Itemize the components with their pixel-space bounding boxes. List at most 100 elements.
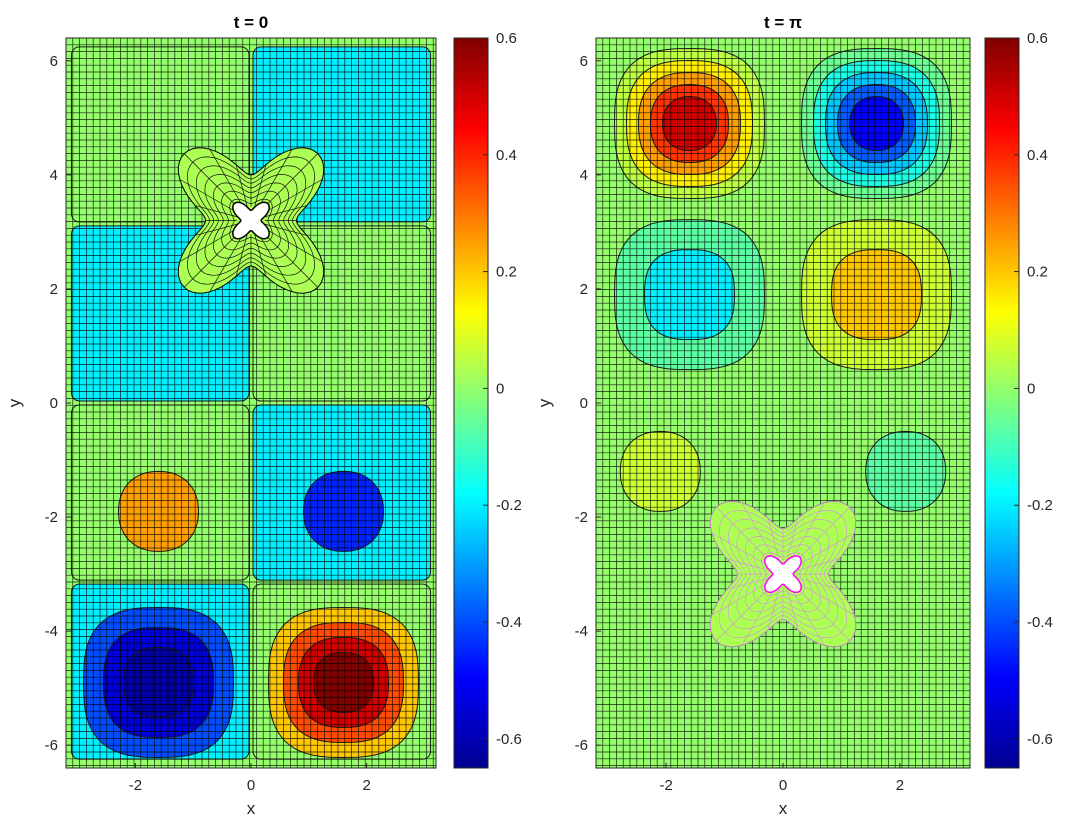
colorbar-tick-label: 0 [496,380,504,397]
x-tick-label: 2 [896,777,904,794]
contour-level [865,430,947,512]
particle-mesh-spoke [711,532,772,568]
particle-mesh-spoke [796,577,839,590]
particle-mesh-spoke [195,223,238,236]
contour-level [830,249,923,341]
contour-level [619,430,701,512]
particle-mesh-spoke [715,507,774,565]
particle [709,500,857,648]
y-tick-label: -2 [575,509,588,526]
colorbar-tick-label: -0.4 [496,614,522,631]
particle-mesh-spoke [235,164,248,208]
colorbar-gradient [453,37,489,769]
particle [177,147,325,294]
colorbar-tick-label: 0.4 [1027,147,1048,164]
particle-mesh-spoke [792,583,851,642]
particle-mesh-spoke [260,153,319,211]
colorbar-tick-label: 0.6 [496,30,517,47]
y-tick-label: 2 [50,281,58,298]
mesh-grid [66,38,436,768]
particle-mesh-spoke [792,507,851,565]
y-axis-label: y [5,398,24,407]
x-axis-label: x [247,799,256,818]
x-tick-label: 0 [779,777,787,794]
particle-mesh-spoke [179,227,240,262]
mesh-grid [596,38,970,768]
particle-mesh-spoke [209,232,245,292]
plot-area [66,38,436,768]
panel-title: t = π [764,13,802,32]
colorbar-tick-label: 0.6 [1027,30,1048,47]
x-tick-label: -2 [659,777,672,794]
contour-level [661,95,718,152]
colorbar: -0.6 -0.4 -0.2 0 0.2 0.4 0.6 [984,30,1053,769]
colorbar-tick-label: -0.4 [1027,614,1053,631]
particle-mesh-spoke [235,233,248,277]
y-axis-label: y [535,398,554,407]
particle-mesh-spoke [796,558,839,571]
particle-obstacle [764,555,802,594]
x-axis-label: x [779,799,788,818]
particle-mesh-spoke [786,587,799,630]
mesh-lines [66,38,436,768]
y-tick-label: -2 [45,509,58,526]
particle-mesh-spoke [183,153,242,211]
y-tick-label: 0 [580,395,588,412]
particle-mesh-spoke [264,223,307,236]
particle-mesh-spoke [789,502,825,563]
x-tick-label: 2 [362,777,370,794]
mesh-lines [596,38,970,768]
particle-mesh-spoke [179,179,240,214]
x-tick-label: -2 [129,777,142,794]
particle-mesh-spoke [789,586,825,646]
particle-mesh-spoke [257,149,293,209]
particle-mesh-spoke [260,230,319,288]
colorbar: -0.6 -0.4 -0.2 0 0.2 0.4 0.6 [453,30,522,769]
colorbar-tick-label: 0.2 [1027,264,1048,281]
particle-mesh-spoke [767,518,780,561]
colorbar-tick-label: -0.6 [496,731,522,748]
colorbar-tick-label: -0.2 [496,497,522,514]
colorbar-tick-label: -0.2 [1027,497,1053,514]
colorbar-tick-label: 0.2 [496,264,517,281]
x-tick-label: 0 [247,777,255,794]
particle-mesh-spoke [209,149,245,209]
panel-1: -2 0 2 -6 -4 -2 0 2 4 6 x y t = 0 -0.6 -0.4 -0.2 0 0.2 0.4… [5,13,522,818]
particle-mesh-spoke [262,227,323,262]
colorbar-gradient [984,37,1020,769]
contour-level [848,95,905,152]
y-tick-label: -4 [45,623,58,640]
plot-area [596,38,970,768]
contour-level [117,470,200,552]
y-tick-label: -6 [575,737,588,754]
y-tick-label: -4 [575,623,588,640]
particle-mesh-spoke [195,205,238,218]
y-tick-label: 6 [580,53,588,70]
particle-mesh-spoke [711,580,772,616]
particle-mesh-spoke [767,587,780,630]
particle-mesh-spoke [264,205,307,218]
particle-mesh-spoke [794,532,855,568]
colorbar-tick-label: 0 [1027,380,1035,397]
contour-level [312,651,375,714]
panel-2: -2 0 2 -6 -4 -2 0 2 4 6 x y t = π -0.6 -0.4 -0.2 0 0.2 0.4… [535,13,1053,818]
particle-mesh-spoke [786,518,799,561]
panel-title: t = 0 [234,13,269,32]
colorbar-tick-label: -0.6 [1027,731,1053,748]
particle-mesh-spoke [741,502,777,563]
y-tick-label: 6 [50,53,58,70]
particle-mesh-spoke [741,586,777,646]
colorbar-tick-label: 0.4 [496,147,517,164]
contour-level [302,470,385,552]
particle-mesh-spoke [715,583,774,642]
contour-level [643,249,736,341]
particle-mesh-spoke [794,580,855,616]
y-tick-label: 2 [580,281,588,298]
y-tick-label: 4 [50,167,58,184]
particle-mesh-spoke [257,232,293,292]
particle-mesh-spoke [254,233,267,277]
particle-mesh-spoke [727,558,770,571]
particle-mesh-spoke [254,164,267,208]
y-tick-label: -6 [45,737,58,754]
y-tick-label: 0 [50,395,58,412]
